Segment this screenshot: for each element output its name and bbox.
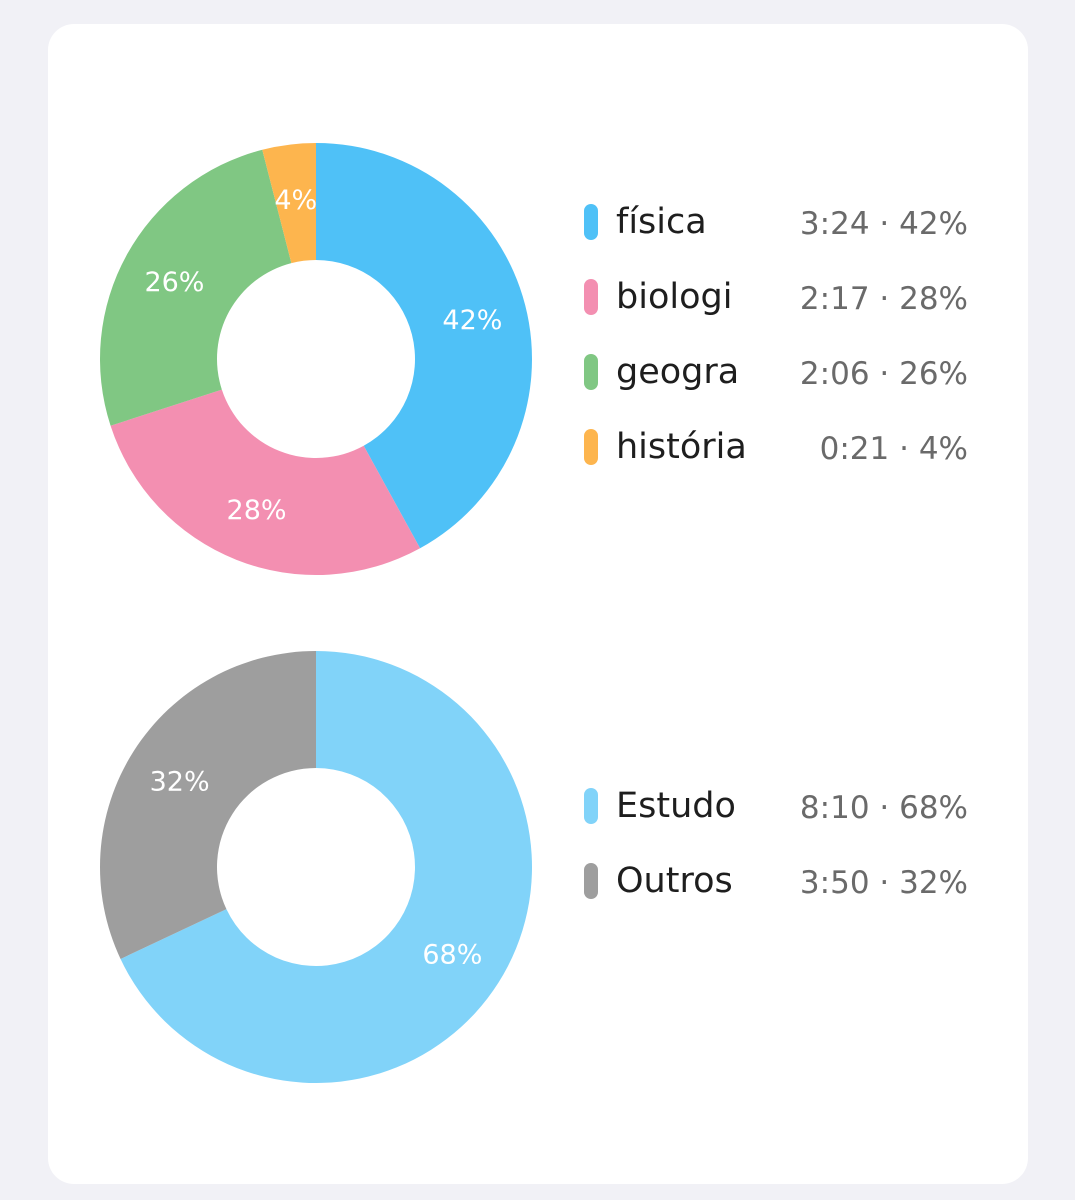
legend-item-biologi[interactable]: biologi 2:17 · 28%	[584, 261, 984, 336]
legend-color-swatch	[584, 429, 598, 465]
legend-item-historia[interactable]: história 0:21 · 4%	[584, 411, 984, 486]
legend-item-outros[interactable]: Outros 3:50 · 32%	[584, 845, 984, 920]
subject-legend: física 3:24 · 42% biologi 2:17 · 28% geogra 2…	[584, 186, 984, 486]
legend-label: Estudo	[616, 786, 736, 826]
slice-label-geogra: 26%	[144, 267, 204, 298]
study-donut-chart: 68% 32%	[99, 651, 532, 1083]
legend-value: 2:06 · 26%	[799, 356, 968, 392]
legend-label: Outros	[616, 861, 733, 901]
legend-color-swatch	[584, 354, 598, 390]
legend-item-geogra[interactable]: geogra 2:06 · 26%	[584, 336, 984, 411]
legend-label: física	[616, 202, 707, 242]
donut-slice-outros[interactable]	[99, 651, 317, 959]
slice-label-biologi: 28%	[227, 495, 287, 526]
legend-value: 2:17 · 28%	[799, 281, 968, 317]
legend-label: biologi	[616, 277, 733, 317]
legend-color-swatch	[584, 279, 598, 315]
donut-slice-historia[interactable]	[262, 143, 316, 264]
donut-slice-estudo[interactable]	[120, 651, 532, 1083]
donut-slice-geogra[interactable]	[99, 149, 292, 426]
legend-label: geogra	[616, 352, 740, 392]
legend-color-swatch	[584, 863, 598, 899]
study-legend: Estudo 8:10 · 68% Outros 3:50 · 32%	[584, 770, 984, 920]
legend-item-fisica[interactable]: física 3:24 · 42%	[584, 186, 984, 261]
legend-color-swatch	[584, 788, 598, 824]
slice-label-historia: 4%	[274, 185, 317, 216]
donut-slice-fisica[interactable]	[316, 143, 532, 549]
slice-label-estudo: 68%	[422, 940, 482, 971]
slice-label-fisica: 42%	[442, 305, 502, 336]
donut-slice-biologi[interactable]	[110, 389, 421, 575]
legend-value: 3:50 · 32%	[799, 865, 968, 901]
legend-label: história	[616, 427, 747, 467]
legend-color-swatch	[584, 204, 598, 240]
subject-donut-chart: 42% 28% 26% 4%	[99, 143, 532, 575]
stats-card: 42% 28% 26% 4% física 3:24 · 42% biologi 2:17 …	[48, 24, 1028, 1184]
slice-label-outros: 32%	[150, 766, 210, 797]
legend-value: 0:21 · 4%	[819, 431, 968, 467]
legend-item-estudo[interactable]: Estudo 8:10 · 68%	[584, 770, 984, 845]
legend-value: 8:10 · 68%	[799, 790, 968, 826]
legend-value: 3:24 · 42%	[799, 206, 968, 242]
